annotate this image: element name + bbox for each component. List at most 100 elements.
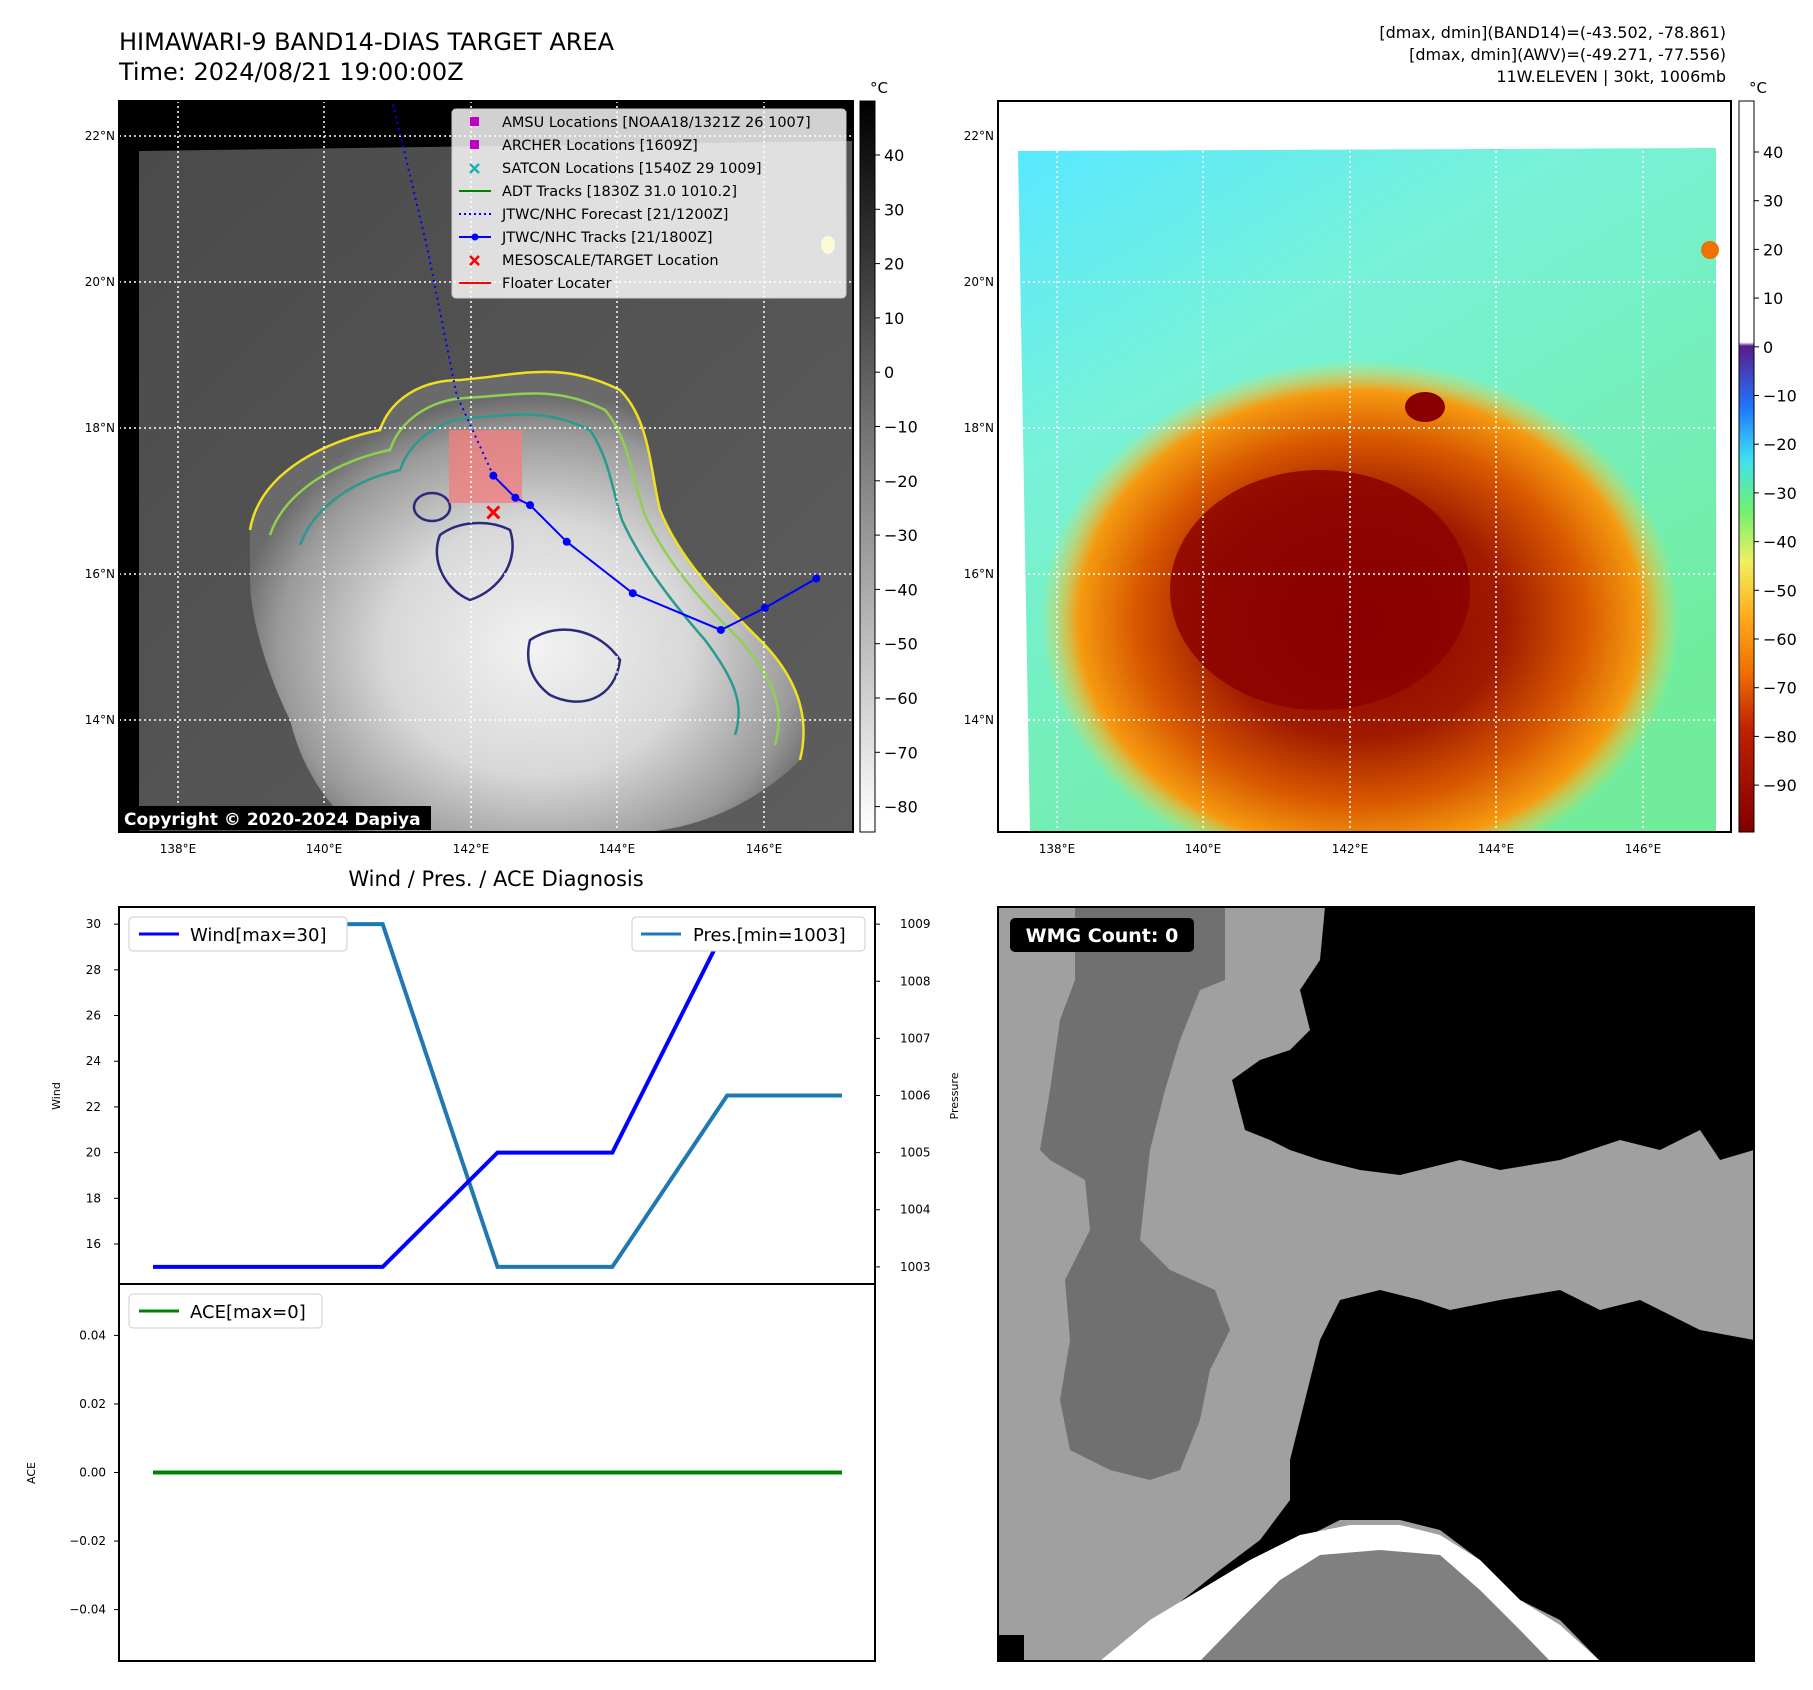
colorbar-tick-label: −90 xyxy=(1763,776,1797,795)
ace-ytick-label: −0.02 xyxy=(69,1534,106,1548)
track-point xyxy=(628,589,637,598)
pressure-legend-label: Pres.[min=1003] xyxy=(693,925,846,946)
wmg-frame xyxy=(997,906,1755,1662)
legend-box xyxy=(451,108,847,299)
pressure-legend-box xyxy=(631,916,866,952)
lon-tick-label: 140°E xyxy=(1185,842,1222,856)
wind-ytick-label: 22 xyxy=(86,1100,101,1114)
lat-tick-label: 20°N xyxy=(964,275,994,289)
legend-label: ADT Tracks [1830Z 31.0 1010.2] xyxy=(502,184,737,200)
colorbar-left-unit: °C xyxy=(870,79,888,97)
cold-core xyxy=(1170,470,1470,710)
colorbar-tick-label: 0 xyxy=(884,363,894,382)
storm-info: 11W.ELEVEN | 30kt, 1006mb xyxy=(1496,67,1726,86)
colorbar-tick-label: −10 xyxy=(1763,387,1797,406)
timestamp: Time: 2024/08/21 19:00:00Z xyxy=(118,58,464,86)
wmg-region-mid xyxy=(1040,907,1230,1480)
colorbar-tick-label: 30 xyxy=(1763,192,1783,211)
colorbar-tick-label: −60 xyxy=(884,689,918,708)
wmg-region-inner xyxy=(1200,1550,1550,1661)
wind-pressure-frame xyxy=(118,906,876,1285)
cold-spot xyxy=(1701,241,1719,259)
lat-tick-label: 18°N xyxy=(964,421,994,435)
colorbar-right-scale xyxy=(1738,100,1755,833)
copyright-bg xyxy=(119,806,431,830)
track-point xyxy=(489,471,498,480)
colorbar-tick-label: 40 xyxy=(1763,143,1783,162)
target-marker xyxy=(486,505,501,520)
ace-legend: ACE[max=0] xyxy=(128,1293,323,1329)
pressure-ytick-label: 1009 xyxy=(900,917,931,931)
lon-tick-label: 138°E xyxy=(1039,842,1076,856)
colorbar-tick-label: 40 xyxy=(884,146,904,165)
map-legend: AMSU Locations [NOAA18/1321Z 26 1007] ARC… xyxy=(451,108,847,299)
cold-core-2 xyxy=(1405,392,1445,422)
legend-label: JTWC/NHC Tracks [21/1800Z] xyxy=(501,230,713,246)
pressure-ytick-label: 1007 xyxy=(900,1031,931,1045)
colorbar-tick-label: −80 xyxy=(884,798,918,817)
pressure-ylabel: Pressure xyxy=(948,1072,961,1119)
ace-panel: −0.04 −0.02 0.00 0.02 0.04 ACE ACE[max=0] xyxy=(25,1283,876,1662)
colorbar-tick-label: −20 xyxy=(884,472,918,491)
wmg-region-cold-bottom xyxy=(1120,1290,1754,1661)
wind-ytick-label: 26 xyxy=(86,1009,101,1023)
lon-tick-label: 142°E xyxy=(453,842,490,856)
contour-eye xyxy=(412,491,452,523)
contour-green xyxy=(268,392,780,746)
wind-ytick-label: 24 xyxy=(86,1054,101,1068)
colorbar-tick-label: 20 xyxy=(884,255,904,274)
legend-marker-square xyxy=(470,140,479,149)
legend-marker-x xyxy=(469,255,480,266)
colorbar-tick-label: −20 xyxy=(1763,435,1797,454)
contour-navy-2 xyxy=(526,628,622,703)
lat-tick-label: 20°N xyxy=(85,275,115,289)
copyright-text: Copyright © 2020-2024 Dapiya xyxy=(124,810,421,830)
map-frame-right xyxy=(997,100,1732,833)
lon-tick-label: 146°E xyxy=(746,842,783,856)
lat-tick-label: 16°N xyxy=(964,567,994,581)
lat-tick-label: 14°N xyxy=(85,713,115,727)
legend-item: MESOSCALE/TARGET Location xyxy=(469,253,719,269)
legend-item: JTWC/NHC Tracks [21/1800Z] xyxy=(459,230,713,246)
cloud-mass xyxy=(250,371,804,832)
colorbar-tick-label: −70 xyxy=(1763,679,1797,698)
colorbar-right: °C 40 30 20 10 0 −10 −20 −30 −40 −50 −60 −70 −80 −90 xyxy=(1738,79,1797,833)
lon-tick-label: 142°E xyxy=(1332,842,1369,856)
track-point xyxy=(716,625,725,634)
wind-ylabel: Wind xyxy=(50,1082,63,1110)
diag-title: Wind / Pres. / ACE Diagnosis xyxy=(348,867,643,891)
legend-item: JTWC/NHC Forecast [21/1200Z] xyxy=(459,207,728,223)
pressure-legend: Pres.[min=1003] xyxy=(631,916,866,952)
pressure-ytick-label: 1005 xyxy=(900,1146,931,1160)
legend-marker-square xyxy=(470,117,479,126)
wind-legend: Wind[max=30] xyxy=(128,916,348,952)
colorbar-tick-label: 20 xyxy=(1763,240,1783,259)
wmg-panel: WMG Count: 0 xyxy=(997,906,1755,1662)
map-axis-labels-right: 138°E 140°E 142°E 144°E 146°E 22°N 20°N 18°N 16°… xyxy=(964,129,1662,856)
wind-legend-box xyxy=(128,916,348,952)
legend-item: SATCON Locations [1540Z 29 1009] xyxy=(469,161,761,177)
lon-tick-label: 140°E xyxy=(306,842,343,856)
wind-ytick-label: 30 xyxy=(86,917,101,931)
ace-ytick-label: 0.02 xyxy=(79,1397,106,1411)
map-frame xyxy=(118,100,854,833)
colorbar-tick-label: 0 xyxy=(1763,338,1773,357)
legend-item: ADT Tracks [1830Z 31.0 1010.2] xyxy=(459,184,737,200)
map-grid-right xyxy=(998,101,1731,832)
colorbar-left: °C 40 30 20 10 0 −10 −20 −30 −40 −50 −60 −70 −80 xyxy=(859,79,918,833)
track-point xyxy=(812,574,821,583)
lat-tick-label: 14°N xyxy=(964,713,994,727)
lon-tick-label: 146°E xyxy=(1625,842,1662,856)
wind-ytick-label: 18 xyxy=(86,1191,101,1205)
colorbar-tick-label: −40 xyxy=(1763,533,1797,552)
track-point xyxy=(760,603,769,612)
wind-pressure-panel: 16 18 20 22 24 26 28 30 1003 1004 1005 1006 1007 1008… xyxy=(50,906,961,1285)
ace-ytick-label: 0.04 xyxy=(79,1328,106,1342)
wind-ytick-label: 28 xyxy=(86,963,101,977)
track-overlay xyxy=(391,101,821,634)
contour-yellow xyxy=(248,370,805,761)
wind-ytick-label: 20 xyxy=(86,1146,101,1160)
wmg-label: WMG Count: 0 xyxy=(1026,925,1179,947)
legend-label: ARCHER Locations [1609Z] xyxy=(502,138,698,154)
